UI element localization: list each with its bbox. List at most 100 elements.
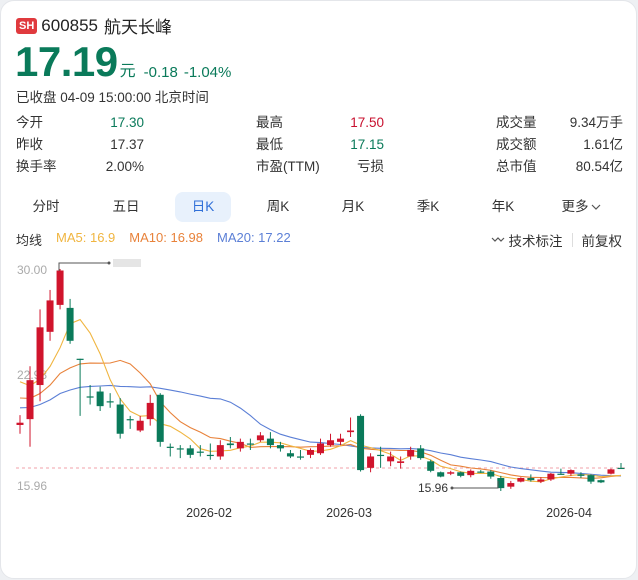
candle-body [256,435,264,441]
x-tick: 2026-04 [546,506,592,520]
candle-body [56,270,64,305]
candle-body [216,445,224,457]
candle-body [477,471,485,473]
candle-body [266,438,274,446]
candle-body [377,454,385,457]
candle-body [226,443,234,446]
candle-body [587,475,595,482]
candle-body [557,473,565,475]
candle-body [347,430,355,433]
market-status: 已收盘 04-09 15:00:00 北京时间 [16,90,209,105]
candle-body [497,478,505,489]
stat-value: 17.15 [350,137,384,152]
stat-label: 最高 [256,115,283,130]
candle-body [146,402,154,420]
candle-body [116,404,124,434]
candle-body [357,415,365,471]
tab-2[interactable]: 日K [175,192,231,222]
candle-body [156,394,164,442]
stock-name: 航天长峰 [104,18,173,37]
stock-code: 600855 [41,15,99,35]
ma5-value: MA5: 16.9 [56,230,116,245]
exchange-badge: SH [16,17,38,34]
y-tick: 15.96 [17,479,47,493]
candle-body [317,443,324,454]
min-marker-line [452,481,499,489]
candle-body [246,443,254,445]
candle-body [397,461,405,463]
candle-body [306,449,314,455]
stat-label: 昨收 [16,137,43,152]
stock-header: SH 600855 航天长峰 [16,13,172,38]
candle-body [417,448,425,459]
price-row: 17.19 元 -0.18 -1.04% [15,41,231,83]
candle-body [76,358,84,360]
stat-item: 成交量 9.34万手 [496,113,623,133]
tab-6[interactable]: 年K [491,199,515,214]
candle-body [367,456,375,468]
candle-body [427,461,435,471]
stat-item: 最高 17.50 [256,113,384,133]
candle-body [136,420,144,431]
candle-body [176,448,184,450]
candle-body [517,478,525,482]
stat-value: 亏损 [357,159,384,174]
annotate-button[interactable]: 技术标注 [491,230,563,250]
stat-label: 今开 [16,115,43,130]
stat-value: 80.54亿 [575,159,623,174]
candle-body [607,469,615,474]
stat-item: 总市值 80.54亿 [496,157,623,177]
candle-body [537,479,545,482]
x-tick: 2026-03 [326,506,372,520]
stat-item: 今开 17.30 [16,113,144,133]
stat-label: 成交量 [496,115,537,130]
candle-body [447,472,455,474]
candle-body [96,391,104,407]
tab-4[interactable]: 月K [341,199,365,214]
candle-body [36,327,44,386]
ma-legend: 均线 MA5: 16.9 MA10: 16.98 MA20: 17.22 [16,230,305,249]
candle-body [106,401,114,403]
candle-body [577,474,585,476]
candle-body [437,472,445,477]
candle-body [337,438,345,442]
stat-value: 2.00% [105,159,144,174]
wave-icon [491,237,504,242]
stat-label: 最低 [256,137,283,152]
candle-body [86,396,94,398]
tab-7[interactable]: 更多 [553,192,609,222]
candle-body [467,470,475,476]
ma20-value: MA20: 17.22 [217,230,291,245]
candle-body [276,445,284,449]
stats-grid: 今开 17.30 昨收 17.37 换手率 2.00% 最高 17.50 最低 17.15 市盈(T… [1,113,638,179]
period-tabs: 分时 五日 日K 周K 月K 季K 年K 更多 [1,192,638,222]
candle-body [617,467,625,470]
candle-body [527,478,535,481]
max-marker-label-blurred [113,259,141,267]
price-unit: 元 [119,63,136,80]
tab-3[interactable]: 周K [266,199,290,214]
stat-item: 成交额 1.61亿 [496,135,623,155]
min-marker-dot [450,486,454,490]
tab-1[interactable]: 五日 [112,199,140,214]
ma-title: 均线 [16,233,43,248]
max-marker-line [58,262,109,271]
adjust-button[interactable]: 前复权 [581,234,623,249]
stat-item: 换手率 2.00% [16,157,144,177]
x-tick: 2026-02 [186,506,232,520]
stat-item: 最低 17.15 [256,135,384,155]
tab-0[interactable]: 分时 [32,199,60,214]
stat-value: 17.30 [110,115,144,130]
max-marker-dot [107,261,111,265]
divider [571,233,573,247]
chevron-down-icon [591,204,600,210]
candle-body [567,470,575,474]
stat-item: 市盈(TTM) 亏损 [256,157,384,177]
candle-body [407,449,415,457]
stat-value: 1.61亿 [583,137,623,152]
current-price: 17.19 [15,38,118,85]
tab-5[interactable]: 季K [416,199,440,214]
candle-body [16,422,24,425]
